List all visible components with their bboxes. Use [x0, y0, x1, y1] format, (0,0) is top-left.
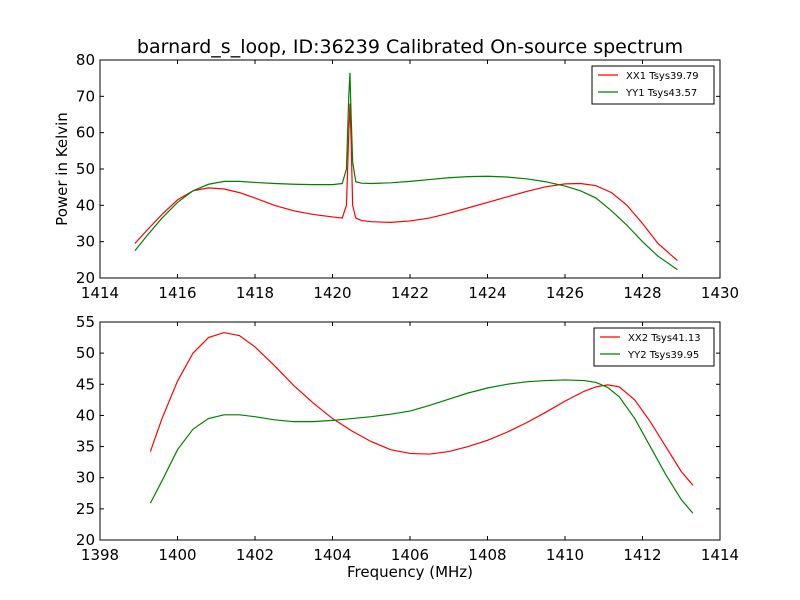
x-tick-label: 1406: [391, 546, 429, 564]
y-tick-label: 20: [76, 531, 95, 549]
series-line-yy: [134, 72, 678, 271]
top-panel: 1414 1416 1418 1420 1422 1424 1426 1428 1430 20 30…: [53, 51, 739, 302]
y-tick-label: 35: [76, 438, 95, 456]
x-tick-label: 1404: [313, 546, 351, 564]
x-tick-label: 1412: [623, 546, 661, 564]
x-axis-label: Frequency (MHz): [347, 563, 473, 581]
y-tick-label: 50: [76, 160, 95, 178]
legend-label: YY2 Tsys39.95: [627, 350, 699, 361]
x-tick-label: 1402: [236, 546, 274, 564]
y-tick-label: 40: [76, 406, 95, 424]
y-tick-label: 30: [76, 469, 95, 487]
y-tick-label: 45: [76, 375, 95, 393]
x-tick-label: 1418: [236, 284, 274, 302]
y-tick-label: 25: [76, 500, 95, 518]
x-tick-label: 1420: [313, 284, 351, 302]
y-tick-label: 70: [76, 87, 95, 105]
y-tick-label: 20: [76, 269, 95, 287]
x-tick-label: 1414: [81, 284, 119, 302]
x-tick-label: 1400: [158, 546, 196, 564]
series-line-yy: [149, 379, 694, 514]
y-tick-label: 50: [76, 344, 95, 362]
y-tick-label: 60: [76, 124, 95, 142]
x-tick-label: 1430: [701, 284, 739, 302]
legend: XX2 Tsys41.13 YY2 Tsys39.95: [593, 327, 715, 367]
series-line-xx: [134, 103, 678, 262]
y-tick-label: 30: [76, 233, 95, 251]
x-tick-label: 1424: [468, 284, 506, 302]
x-tick-label: 1398: [81, 546, 119, 564]
series-line-xx: [149, 331, 694, 486]
legend-label: XX1 Tsys39.79: [626, 71, 699, 82]
x-tick-label: 1416: [158, 284, 196, 302]
chart-title: barnard_s_loop, ID:36239 Calibrated On-s…: [137, 36, 683, 58]
y-tick-label: 80: [76, 51, 95, 69]
legend-label: XX2 Tsys41.13: [628, 333, 701, 344]
y-axis-label: Power in Kelvin: [53, 112, 71, 226]
x-tick-label: 1408: [468, 546, 506, 564]
legend: XX1 Tsys39.79 YY1 Tsys43.57: [591, 65, 715, 105]
x-tick-label: 1426: [546, 284, 584, 302]
x-tick-label: 1428: [623, 284, 661, 302]
legend-label: YY1 Tsys43.57: [625, 88, 697, 99]
x-tick-label: 1414: [701, 546, 739, 564]
x-tick-label: 1410: [546, 546, 584, 564]
y-tick-label: 55: [76, 313, 95, 331]
y-tick-label: 40: [76, 196, 95, 214]
x-tick-label: 1422: [391, 284, 429, 302]
legend-box: [593, 327, 715, 367]
bottom-panel: 1398 1400 1402 1404 1406 1408 1410 1412 1414 20 25…: [76, 313, 739, 581]
legend-box: [591, 65, 715, 105]
